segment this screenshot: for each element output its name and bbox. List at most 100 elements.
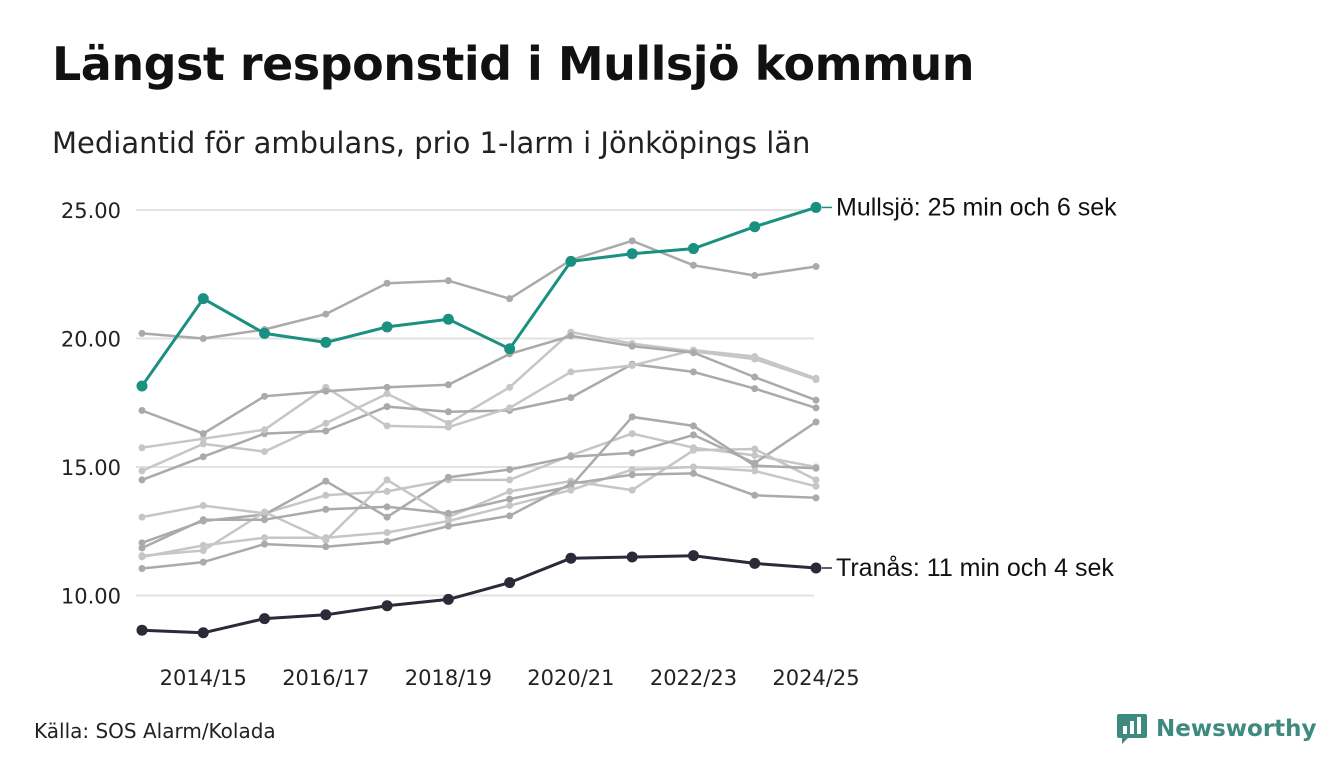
data-point xyxy=(689,469,697,477)
data-point xyxy=(199,440,207,448)
data-point xyxy=(506,476,514,484)
series-line xyxy=(140,362,818,482)
data-point xyxy=(261,426,269,434)
data-point xyxy=(567,480,575,488)
series-kommun-j xyxy=(138,463,820,561)
series-kommun-k xyxy=(138,469,820,573)
line-chart: 10.00 15.00 20.00 25.00 2014/15 2016/17 2018/… xyxy=(61,193,1117,690)
series-end-labels: Mullsjö: 25 min och 6 sek Tranås: 11 min … xyxy=(822,193,1117,582)
data-point xyxy=(199,541,207,549)
data-point xyxy=(689,349,697,357)
data-point xyxy=(322,310,330,318)
data-point xyxy=(138,476,146,484)
data-point xyxy=(444,277,452,285)
data-point xyxy=(444,381,452,389)
data-point xyxy=(199,430,207,438)
data-point xyxy=(751,451,759,459)
data-point xyxy=(444,473,452,481)
newsworthy-logo-icon xyxy=(1117,714,1147,744)
data-point xyxy=(383,538,391,546)
x-tick-label: 2024/25 xyxy=(772,666,859,690)
data-point xyxy=(567,453,575,461)
data-point xyxy=(565,255,577,267)
data-point xyxy=(567,332,575,340)
series-line xyxy=(140,465,818,559)
data-point xyxy=(199,502,207,510)
data-point xyxy=(626,551,638,563)
data-point xyxy=(751,373,759,381)
data-point xyxy=(749,557,761,569)
x-tick-label: 2014/15 xyxy=(160,666,247,690)
data-point xyxy=(506,512,514,520)
chart-title: Längst responstid i Mullsjö kommun xyxy=(52,37,974,91)
end-label-tranås: Tranås: 11 min och 4 sek xyxy=(836,554,1114,582)
data-point xyxy=(322,387,330,395)
data-point xyxy=(261,534,269,542)
series-kommun-a xyxy=(138,237,820,342)
data-point xyxy=(506,502,514,510)
data-point xyxy=(689,368,697,376)
data-point xyxy=(506,466,514,474)
data-point xyxy=(687,243,699,255)
data-point xyxy=(504,343,516,355)
data-point xyxy=(812,396,820,404)
y-tick-label: 25.00 xyxy=(61,199,121,223)
data-point xyxy=(383,487,391,495)
data-point xyxy=(810,201,822,213)
series-kommun-h xyxy=(138,445,820,560)
data-point xyxy=(751,467,759,475)
data-point xyxy=(812,464,820,472)
data-point xyxy=(749,221,761,233)
data-point xyxy=(138,565,146,573)
data-point xyxy=(506,487,514,495)
x-tick-label: 2016/17 xyxy=(282,666,369,690)
data-point xyxy=(628,237,636,245)
x-tick-label: 2018/19 xyxy=(405,666,492,690)
series-tranås xyxy=(136,550,822,639)
brand[interactable]: Newsworthy xyxy=(1116,712,1317,746)
data-point xyxy=(383,390,391,398)
data-point xyxy=(322,419,330,427)
x-tick-label: 2022/23 xyxy=(650,666,737,690)
data-point xyxy=(383,403,391,411)
data-point xyxy=(322,534,330,542)
data-point xyxy=(444,522,452,530)
data-point xyxy=(751,385,759,393)
y-tick-label: 10.00 xyxy=(61,585,121,609)
data-point xyxy=(199,558,207,566)
data-point xyxy=(628,486,636,494)
data-point xyxy=(261,508,269,516)
data-point xyxy=(810,562,822,574)
data-point xyxy=(322,543,330,551)
data-point xyxy=(320,609,332,621)
series-line xyxy=(140,239,818,340)
data-point xyxy=(689,261,697,269)
data-point xyxy=(812,494,820,502)
data-point xyxy=(628,430,636,438)
data-point xyxy=(689,422,697,430)
series-line xyxy=(140,348,818,449)
series-kommun-g xyxy=(138,418,820,547)
data-point xyxy=(383,476,391,484)
data-point xyxy=(628,361,636,369)
data-point xyxy=(628,413,636,421)
data-point xyxy=(199,335,207,342)
data-point xyxy=(383,503,391,511)
data-point xyxy=(812,374,820,382)
y-tick-label: 15.00 xyxy=(61,456,121,480)
data-point xyxy=(567,486,575,494)
series-line xyxy=(140,554,818,635)
data-point xyxy=(322,505,330,513)
data-point xyxy=(138,467,146,475)
data-point xyxy=(136,624,148,636)
data-point xyxy=(628,471,636,479)
data-point xyxy=(259,613,271,625)
data-point xyxy=(383,529,391,537)
series-line xyxy=(140,334,818,435)
data-point xyxy=(381,321,393,333)
data-point xyxy=(506,295,514,303)
data-point xyxy=(136,380,148,392)
data-point xyxy=(138,513,146,521)
data-point xyxy=(322,477,330,485)
data-point xyxy=(628,449,636,457)
